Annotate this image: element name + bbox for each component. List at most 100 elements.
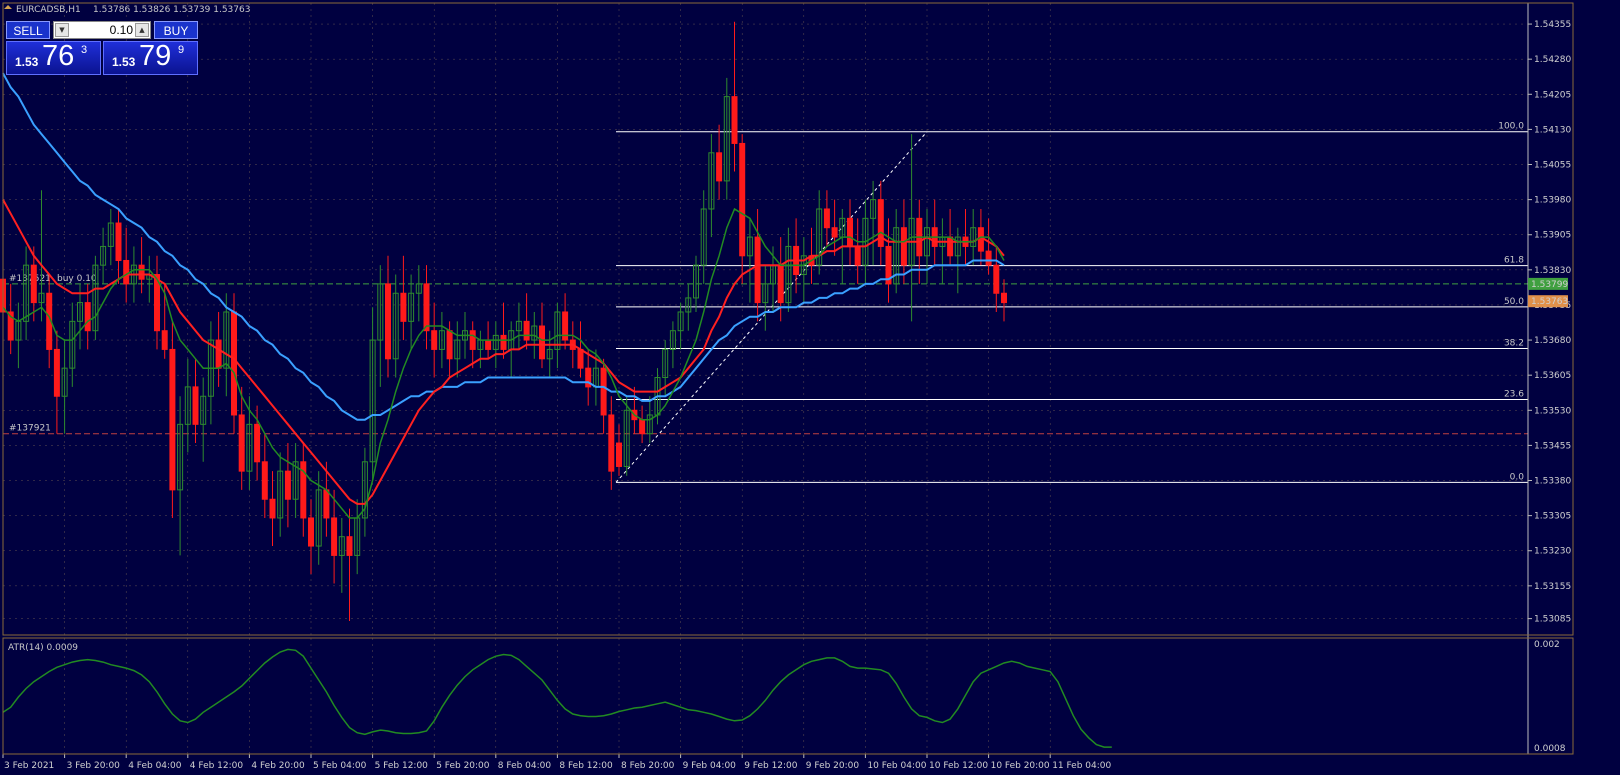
price-tag-box: [1528, 295, 1568, 308]
y-tick-label: 1.54055: [1534, 161, 1571, 171]
order-line-suffix: buy 0.10: [57, 274, 97, 284]
candle-body: [1001, 292, 1007, 304]
candle-body: [284, 470, 291, 500]
candle-body: [485, 339, 492, 350]
fib-level-label: 100.0: [1498, 122, 1524, 132]
candle-body: [84, 302, 91, 332]
y-tick-label: 1.54355: [1534, 20, 1571, 30]
candle-body: [454, 339, 461, 360]
price-tag-label: 1.53763: [1531, 297, 1568, 307]
x-tick-label: 5 Feb 12:00: [375, 761, 429, 771]
x-tick-label: 10 Feb 04:00: [867, 761, 926, 771]
candle-body: [708, 152, 715, 210]
price-tag-label: 1.53799: [1531, 280, 1568, 290]
buy-price-prefix: 1.53: [112, 55, 136, 69]
candle-body: [977, 227, 984, 252]
candle-body: [261, 461, 268, 500]
candle-body: [77, 302, 83, 322]
fibonacci-retracement[interactable]: 100.0 61.8 50.0 38.2 23.6 0.0: [615, 122, 1528, 483]
axes: 1.543551.542801.542051.541301.540551.539…: [2, 3, 1571, 771]
candle-body: [847, 217, 853, 247]
candle-body: [669, 330, 676, 350]
candle-body: [331, 517, 338, 556]
candle-body: [523, 320, 530, 341]
ma-slow-line: [2, 72, 1005, 421]
candle-body: [215, 339, 222, 369]
candle-body: [700, 208, 707, 266]
candle-body: [161, 330, 168, 350]
fib-level-label: 23.6: [1504, 390, 1524, 400]
candle-body: [993, 264, 1000, 294]
candle-body: [177, 423, 184, 491]
candle-body: [246, 423, 253, 472]
x-tick-label: 9 Feb 12:00: [744, 761, 798, 771]
candle-body: [469, 330, 476, 350]
candle-body: [539, 325, 545, 360]
y-tick-label: 1.53455: [1534, 441, 1571, 451]
candle-body: [954, 236, 961, 257]
y-tick-label: 1.53605: [1534, 371, 1571, 381]
x-tick-label: 4 Feb 04:00: [128, 761, 182, 771]
fib-level-label: 38.2: [1504, 338, 1524, 348]
candle-body: [323, 489, 330, 519]
candle-body: [308, 517, 314, 547]
candle-body: [107, 222, 114, 247]
y-tick-label: 1.54280: [1534, 55, 1571, 65]
candle-body: [639, 419, 646, 435]
candle-body: [346, 536, 353, 556]
fib-level-label: 0.0: [1510, 472, 1525, 482]
sell-price-box[interactable]: 1.53 76 3: [6, 40, 101, 75]
candle-body: [223, 311, 230, 369]
y-tick-label: 1.53230: [1534, 547, 1571, 557]
candle-body: [184, 386, 191, 425]
candle-body: [315, 489, 322, 547]
candle-body: [292, 461, 299, 500]
candle-body: [446, 330, 453, 360]
candle-body: [277, 470, 284, 519]
order-line-label: #137921: [9, 424, 51, 434]
candle-body: [693, 264, 699, 299]
lot-increase-icon[interactable]: ▲: [135, 23, 149, 37]
candle-body: [823, 208, 830, 229]
atr-y-tick-label: 0.002: [1534, 640, 1560, 650]
moving-averages: [2, 72, 1005, 519]
x-tick-label: 3 Feb 20:00: [67, 761, 121, 771]
candle-body: [385, 283, 391, 360]
candle-body: [754, 236, 761, 304]
candle-body: [685, 297, 692, 313]
lot-size-field[interactable]: ▼ 0.10 ▲: [53, 21, 151, 39]
y-tick-label: 1.53305: [1534, 512, 1571, 522]
candle-body: [500, 334, 507, 350]
candle-body: [400, 292, 407, 322]
atr-y-tick-label: 0.0008: [1534, 744, 1566, 754]
candle-body: [169, 348, 176, 491]
lot-size-value[interactable]: 0.10: [109, 23, 133, 37]
buy-button[interactable]: BUY: [154, 21, 198, 39]
candle-body: [585, 367, 592, 388]
candle-body: [23, 264, 30, 322]
fib-level-label: 50.0: [1504, 297, 1524, 307]
candle-body: [100, 245, 107, 266]
candle-body: [893, 227, 900, 285]
buy-price-box[interactable]: 1.53 79 9: [103, 40, 198, 75]
x-tick-label: 8 Feb 12:00: [559, 761, 613, 771]
candle-body: [816, 208, 823, 266]
candle-body: [231, 311, 237, 416]
candle-body: [877, 199, 884, 247]
candle-body: [677, 311, 684, 332]
x-tick-label: 5 Feb 20:00: [436, 761, 490, 771]
sell-price-pips: 76: [42, 40, 75, 72]
candle-body: [238, 414, 245, 472]
lot-decrease-icon[interactable]: ▼: [55, 23, 69, 37]
buy-price-pips: 79: [139, 40, 172, 72]
collapse-arrow-icon[interactable]: [4, 5, 12, 9]
order-line-label: #137521: [9, 274, 51, 284]
sell-button[interactable]: SELL: [6, 21, 50, 39]
candle-body: [377, 283, 384, 341]
candle-body: [38, 292, 45, 304]
grid: [3, 3, 1528, 754]
candle-body: [739, 142, 746, 257]
symbol-label: EURCADSB,H1: [16, 5, 81, 15]
atr-panel: ATR(14) 0.0009 0.002 0.0008: [2, 640, 1566, 754]
candle-body: [369, 339, 376, 463]
